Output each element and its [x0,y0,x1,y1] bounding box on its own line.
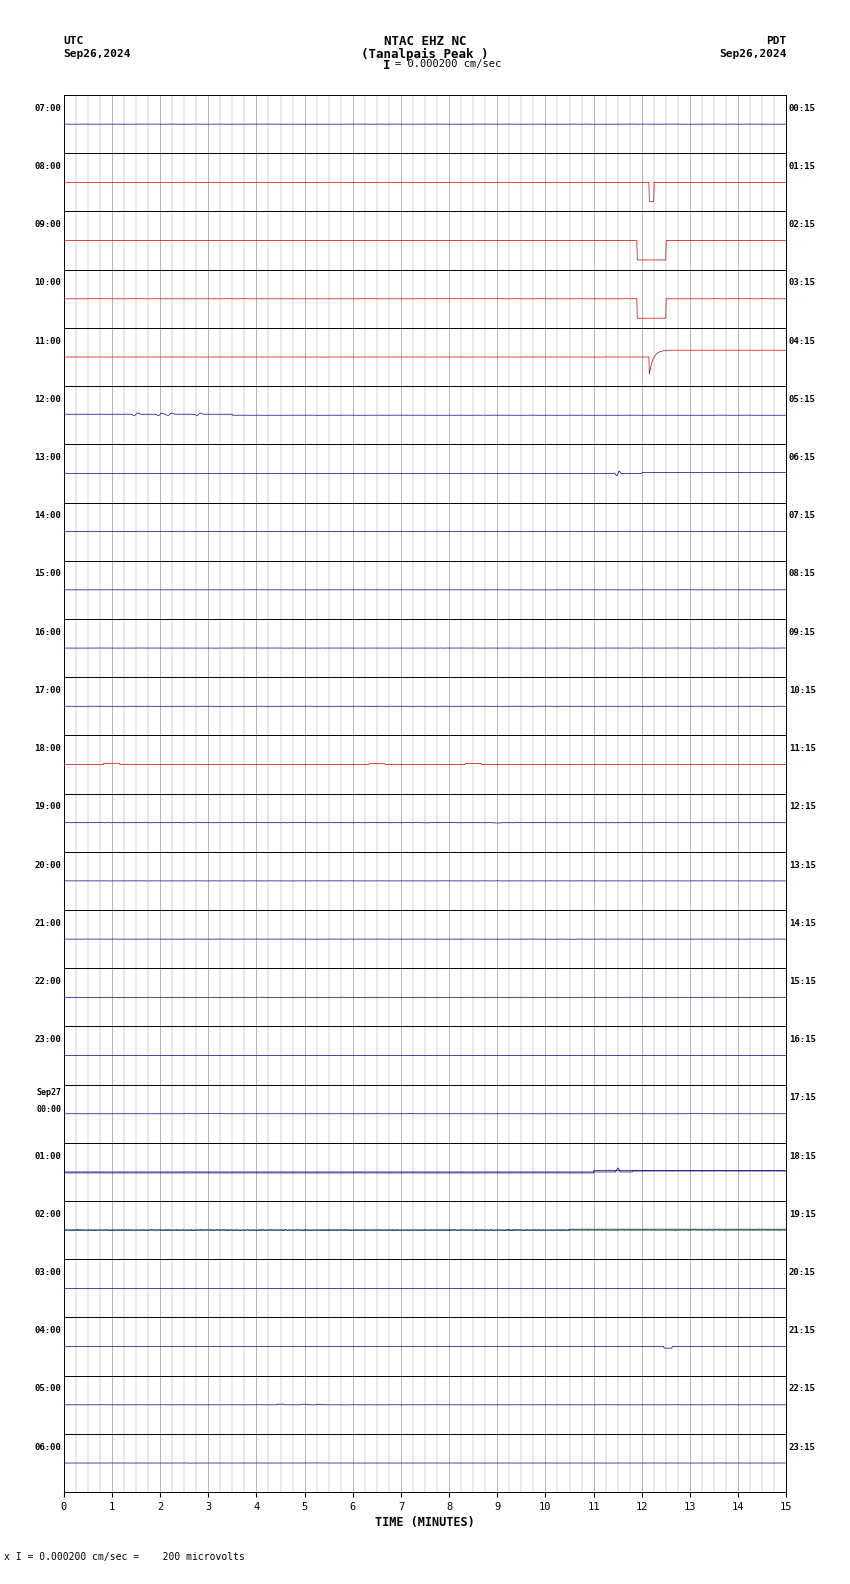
Text: (Tanalpais Peak ): (Tanalpais Peak ) [361,48,489,60]
Text: 01:00: 01:00 [34,1152,61,1161]
Text: 18:15: 18:15 [789,1152,816,1161]
Text: 16:00: 16:00 [34,627,61,637]
X-axis label: TIME (MINUTES): TIME (MINUTES) [375,1516,475,1529]
Text: 23:00: 23:00 [34,1036,61,1044]
Text: Sep26,2024: Sep26,2024 [64,49,131,59]
Text: 06:15: 06:15 [789,453,816,463]
Text: 08:00: 08:00 [34,162,61,171]
Text: 07:00: 07:00 [34,105,61,112]
Text: 12:15: 12:15 [789,803,816,811]
Text: 00:00: 00:00 [37,1106,61,1114]
Text: 11:15: 11:15 [789,744,816,752]
Text: 15:15: 15:15 [789,977,816,985]
Text: NTAC EHZ NC: NTAC EHZ NC [383,35,467,48]
Text: 09:00: 09:00 [34,220,61,230]
Text: 12:00: 12:00 [34,394,61,404]
Text: 08:15: 08:15 [789,570,816,578]
Text: 00:15: 00:15 [789,105,816,112]
Text: 07:15: 07:15 [789,512,816,520]
Text: 01:15: 01:15 [789,162,816,171]
Text: 17:00: 17:00 [34,686,61,695]
Text: 05:15: 05:15 [789,394,816,404]
Text: 22:00: 22:00 [34,977,61,985]
Text: 16:15: 16:15 [789,1036,816,1044]
Text: 22:15: 22:15 [789,1384,816,1394]
Text: 03:15: 03:15 [789,279,816,287]
Text: 21:00: 21:00 [34,919,61,928]
Text: = 0.000200 cm/sec: = 0.000200 cm/sec [395,59,501,68]
Text: 05:00: 05:00 [34,1384,61,1394]
Text: 04:15: 04:15 [789,337,816,345]
Text: Sep27: Sep27 [37,1088,61,1096]
Text: I: I [383,59,390,71]
Text: 06:00: 06:00 [34,1443,61,1451]
Text: 18:00: 18:00 [34,744,61,752]
Text: 20:00: 20:00 [34,860,61,870]
Text: Sep26,2024: Sep26,2024 [719,49,786,59]
Text: 15:00: 15:00 [34,570,61,578]
Text: PDT: PDT [766,36,786,46]
Text: 04:00: 04:00 [34,1326,61,1335]
Text: 10:00: 10:00 [34,279,61,287]
Text: 20:15: 20:15 [789,1269,816,1277]
Text: 19:15: 19:15 [789,1210,816,1218]
Text: 14:00: 14:00 [34,512,61,520]
Text: 21:15: 21:15 [789,1326,816,1335]
Text: 14:15: 14:15 [789,919,816,928]
Text: 02:15: 02:15 [789,220,816,230]
Text: 19:00: 19:00 [34,803,61,811]
Text: UTC: UTC [64,36,84,46]
Text: 13:00: 13:00 [34,453,61,463]
Text: 17:15: 17:15 [789,1093,816,1102]
Text: 13:15: 13:15 [789,860,816,870]
Text: 10:15: 10:15 [789,686,816,695]
Text: 09:15: 09:15 [789,627,816,637]
Text: x I = 0.000200 cm/sec =    200 microvolts: x I = 0.000200 cm/sec = 200 microvolts [4,1552,245,1562]
Text: 03:00: 03:00 [34,1269,61,1277]
Text: 02:00: 02:00 [34,1210,61,1218]
Text: 23:15: 23:15 [789,1443,816,1451]
Text: 11:00: 11:00 [34,337,61,345]
